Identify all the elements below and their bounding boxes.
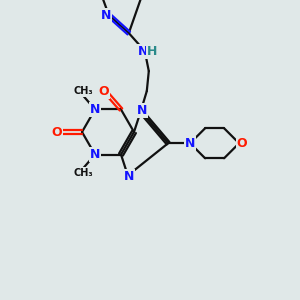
Text: O: O	[52, 125, 62, 139]
Text: N: N	[136, 103, 147, 117]
Text: O: O	[237, 137, 248, 150]
Text: N: N	[100, 9, 111, 22]
Text: CH₃: CH₃	[73, 86, 93, 97]
Text: N: N	[90, 148, 100, 161]
Text: N: N	[90, 103, 100, 116]
Text: N: N	[138, 45, 148, 58]
Text: H: H	[147, 45, 157, 58]
Text: N: N	[124, 170, 134, 183]
Text: N: N	[185, 137, 195, 150]
Text: CH₃: CH₃	[73, 167, 93, 178]
Text: O: O	[99, 85, 109, 98]
